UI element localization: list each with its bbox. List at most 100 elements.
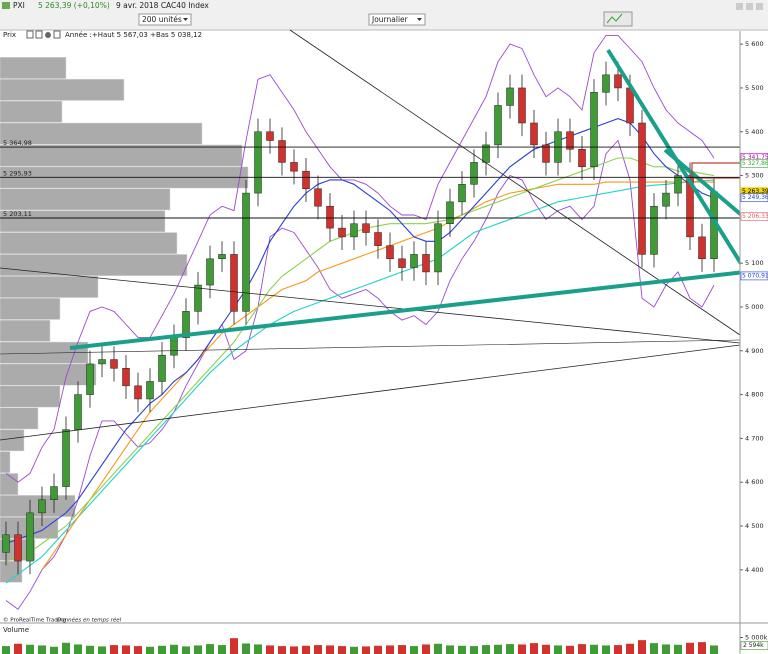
profile-bar (0, 210, 166, 233)
profile-bar (0, 451, 11, 474)
candle-body (182, 311, 190, 338)
candle-body (446, 201, 454, 224)
volume-bar (326, 645, 334, 654)
volume-bar (710, 645, 718, 654)
candle-body (350, 223, 358, 238)
candle-body (626, 87, 634, 124)
candle-body (566, 131, 574, 150)
volume-bar (614, 645, 622, 654)
y-tick-label: 5 500 (745, 84, 764, 92)
dropdown-arrow[interactable] (183, 18, 188, 21)
symbol-icon (2, 2, 10, 9)
zone-box (691, 162, 745, 179)
y-tick-label: 5 600 (745, 40, 764, 48)
volume-bar (422, 644, 430, 654)
volume-bar (494, 644, 502, 654)
candle-body (602, 74, 610, 93)
window-button[interactable] (756, 3, 763, 10)
candle-body (506, 87, 514, 106)
button-icon[interactable] (606, 13, 623, 24)
volume-bar (302, 645, 310, 654)
candle-body (578, 149, 586, 168)
candle-body (410, 254, 418, 268)
panel-icon[interactable] (53, 30, 61, 39)
candle-body (2, 534, 10, 553)
volume-bar (638, 640, 646, 654)
candle-body (650, 205, 658, 255)
candle-body (638, 122, 646, 255)
units[interactable]: 200 unités (142, 15, 182, 24)
volume-bar (578, 644, 586, 654)
candle-body (362, 223, 370, 233)
volume-tick-label: 5 000k (745, 634, 768, 642)
volume-bar (158, 645, 166, 654)
profile-bar (0, 254, 188, 276)
volume-bar (38, 645, 46, 654)
candle-body (314, 188, 322, 207)
profile-bar (0, 429, 25, 452)
window-button[interactable] (746, 3, 753, 10)
candle-body (458, 184, 466, 203)
candle-body (242, 192, 250, 312)
indicator-line (5, 34, 715, 483)
period-dropdown[interactable]: Journalier (368, 13, 426, 26)
volume-bar (266, 645, 274, 654)
profile-bar (0, 363, 97, 386)
drawings (0, 29, 747, 441)
y-tick-label: 5 000 (745, 303, 764, 311)
horizontal-line-label: 5 364,98 (3, 139, 32, 147)
candle-body (398, 258, 406, 268)
volume-bar (2, 646, 10, 654)
candle-body (518, 87, 526, 124)
panel-icon[interactable] (45, 32, 51, 38)
candle-body (62, 429, 70, 487)
profile-bar (0, 144, 243, 167)
candle-body (14, 534, 22, 562)
volume-bar (110, 645, 118, 654)
volume-bar (278, 646, 286, 654)
volume-bar (482, 645, 490, 654)
period[interactable]: Journalier (371, 15, 409, 24)
dropdown-box[interactable] (368, 13, 426, 26)
volume-bar (74, 644, 82, 654)
volume-bar (290, 646, 298, 654)
volume-bar (650, 643, 658, 654)
candle-body (158, 354, 166, 382)
candle-body (674, 175, 682, 194)
price-label-box (740, 159, 768, 168)
units-dropdown[interactable]: 200 unités (138, 13, 192, 26)
candle-body (338, 227, 346, 238)
candle-body (686, 175, 694, 238)
volume-bar (590, 644, 598, 654)
dropdown-arrow[interactable] (417, 18, 422, 21)
price-axis (740, 31, 768, 622)
window-button[interactable] (736, 3, 743, 10)
volume-bar (458, 645, 466, 654)
volume-bar (686, 642, 694, 654)
y-tick-label: 4 800 (745, 391, 764, 399)
volume-bar (530, 643, 538, 654)
panel-icon[interactable] (35, 30, 43, 39)
volume-bar (206, 644, 214, 654)
volume-bar (602, 645, 610, 654)
volume-bar (338, 646, 346, 654)
window-buttons[interactable] (736, 3, 763, 10)
candle-body (98, 359, 106, 365)
indicator-button[interactable] (603, 11, 633, 27)
quote: 5 263,39 (+0,10%) (38, 1, 110, 10)
horizontal-line-label: 5 295,93 (3, 169, 32, 177)
profile-bar (0, 385, 61, 408)
panel-icon[interactable] (26, 30, 34, 39)
candle-body (494, 105, 502, 146)
profile-bar (0, 319, 51, 342)
volume-bar (26, 644, 34, 654)
candle-body (122, 368, 130, 387)
price-label: 5 263,39 (742, 188, 768, 195)
volume-bar (242, 643, 250, 654)
candle-body (134, 385, 142, 400)
candle-body (542, 144, 550, 163)
year-range: Année :+Haut 5 567,03 +Bas 5 038,12 (65, 31, 202, 39)
trend-line (0, 267, 741, 344)
dropdown-box[interactable] (138, 13, 192, 26)
